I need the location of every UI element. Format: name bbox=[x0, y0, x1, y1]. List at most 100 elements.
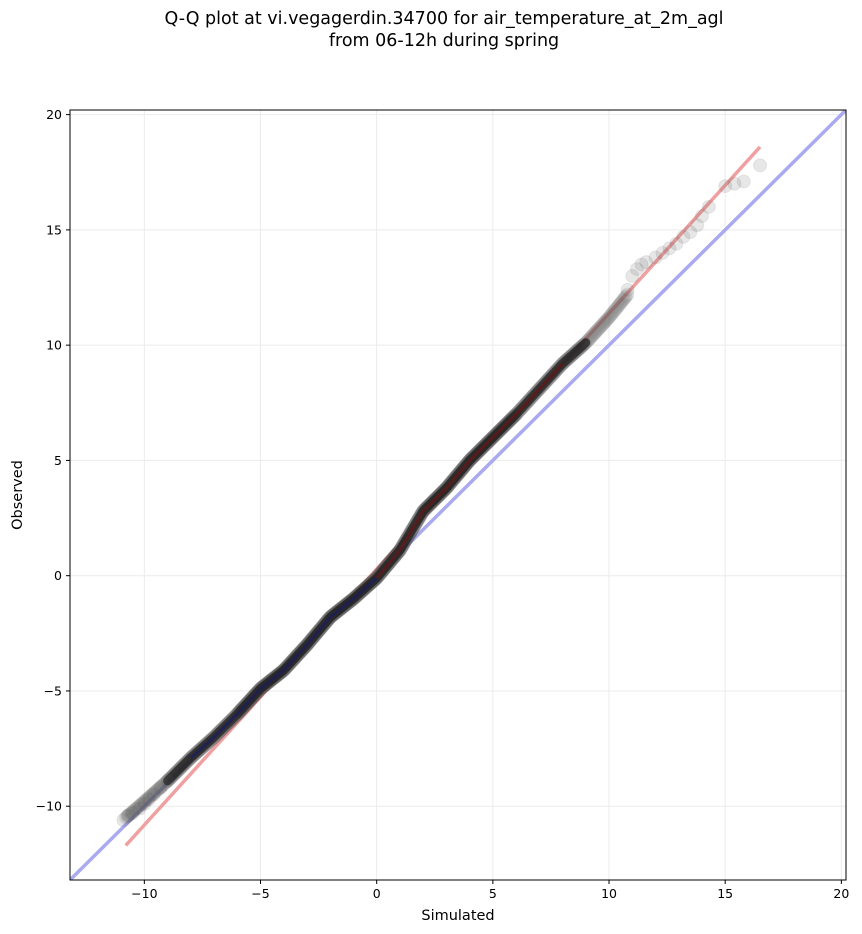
qq-point bbox=[590, 323, 605, 338]
y-tick-label: −5 bbox=[44, 683, 62, 698]
chart-title: Q-Q plot at vi.vegagerdin.34700 for air_… bbox=[0, 8, 862, 52]
qq-point bbox=[617, 291, 632, 306]
qq-point bbox=[614, 294, 629, 309]
qq-point bbox=[610, 299, 625, 314]
qq-point bbox=[585, 328, 600, 343]
qq-tail-point bbox=[160, 773, 175, 788]
qq-tail-point bbox=[125, 806, 140, 821]
x-tick-label: 20 bbox=[833, 886, 849, 901]
qq-point bbox=[596, 316, 611, 331]
qq-tail-point bbox=[625, 268, 640, 283]
qq-point bbox=[137, 794, 152, 809]
qq-point bbox=[131, 799, 146, 814]
qq-point bbox=[143, 789, 158, 804]
qq-point bbox=[124, 805, 139, 820]
qq-point bbox=[152, 781, 167, 796]
chart-title-line-2: from 06-12h during spring bbox=[328, 31, 560, 51]
qq-point bbox=[619, 288, 634, 303]
chart-title-line-1: Q-Q plot at vi.vegagerdin.34700 for air_… bbox=[164, 9, 724, 29]
y-tick-label: 5 bbox=[54, 453, 62, 468]
qq-tail-point bbox=[753, 158, 768, 173]
qq-point bbox=[130, 800, 145, 815]
qq-point bbox=[603, 309, 618, 324]
qq-point bbox=[618, 289, 633, 304]
y-tick-label: 15 bbox=[46, 222, 62, 237]
qq-point bbox=[586, 327, 601, 342]
qq-point bbox=[128, 802, 143, 817]
qq-point bbox=[587, 325, 602, 340]
qq-point bbox=[592, 321, 607, 336]
qq-point bbox=[605, 306, 620, 321]
qq-point bbox=[608, 302, 623, 317]
qq-point bbox=[121, 808, 136, 823]
qq-point bbox=[598, 314, 613, 329]
qq-point bbox=[607, 304, 622, 319]
x-tick-label: 5 bbox=[489, 886, 497, 901]
qq-tail-point bbox=[727, 176, 742, 191]
qq-point bbox=[136, 795, 151, 810]
qq-tail-point bbox=[655, 245, 670, 260]
qq-tail-point bbox=[690, 218, 705, 233]
x-tick-label: 0 bbox=[373, 886, 381, 901]
qq-point bbox=[594, 318, 609, 333]
qq-tail-point bbox=[121, 808, 136, 823]
qq-point bbox=[143, 788, 158, 803]
y-tick-label: 0 bbox=[54, 568, 62, 583]
qq-point bbox=[606, 305, 621, 320]
qq-point bbox=[122, 807, 137, 822]
qq-tail-point bbox=[669, 236, 684, 251]
qq-point bbox=[125, 804, 140, 819]
qq-dense-low bbox=[189, 576, 378, 759]
qq-point bbox=[135, 796, 150, 811]
qq-point bbox=[149, 783, 164, 798]
qq-point bbox=[144, 788, 159, 803]
qq-tail-point bbox=[718, 179, 733, 194]
qq-point bbox=[127, 803, 142, 818]
qq-tail-point bbox=[116, 813, 131, 828]
qq-tail-point bbox=[620, 282, 635, 297]
qq-dense-high bbox=[375, 362, 564, 579]
qq-point bbox=[608, 301, 623, 316]
qq-point bbox=[612, 297, 627, 312]
qq-point bbox=[120, 809, 135, 824]
qq-tail-point bbox=[736, 174, 751, 189]
qq-point bbox=[613, 295, 628, 310]
qq-point bbox=[146, 786, 161, 801]
qq-point bbox=[148, 785, 163, 800]
qq-point bbox=[591, 322, 606, 337]
qq-point bbox=[138, 793, 153, 808]
qq-point bbox=[601, 311, 616, 326]
grid-lines bbox=[70, 110, 846, 880]
qq-point bbox=[129, 801, 144, 816]
qq-point bbox=[147, 785, 162, 800]
qq-point bbox=[153, 780, 168, 795]
qq-point bbox=[127, 802, 142, 817]
qq-point bbox=[589, 323, 604, 338]
qq-point bbox=[139, 792, 154, 807]
qq-point bbox=[133, 797, 148, 812]
qq-point bbox=[620, 287, 635, 302]
qq-point bbox=[597, 315, 612, 330]
plot-marks bbox=[70, 110, 846, 880]
qq-point bbox=[615, 293, 630, 308]
qq-point bbox=[140, 791, 155, 806]
qq-tail-point bbox=[676, 229, 691, 244]
qq-tail-point bbox=[694, 209, 709, 224]
y-tick-label: −10 bbox=[36, 799, 62, 814]
qq-tail-point bbox=[634, 257, 649, 272]
qq-tail-point bbox=[683, 225, 698, 240]
qq-tail-point bbox=[648, 250, 663, 265]
qq-point bbox=[588, 324, 603, 339]
qq-point bbox=[137, 794, 152, 809]
qq-point bbox=[142, 790, 157, 805]
qq-point bbox=[150, 782, 165, 797]
qq-tail-point bbox=[639, 255, 654, 270]
qq-point bbox=[126, 804, 141, 819]
qq-point bbox=[598, 313, 613, 328]
qq-tail-point bbox=[137, 796, 152, 811]
qq-point bbox=[593, 319, 608, 334]
qq-tail-point bbox=[146, 787, 161, 802]
qq-point bbox=[604, 307, 619, 322]
y-axis-label: Observed bbox=[10, 460, 26, 530]
